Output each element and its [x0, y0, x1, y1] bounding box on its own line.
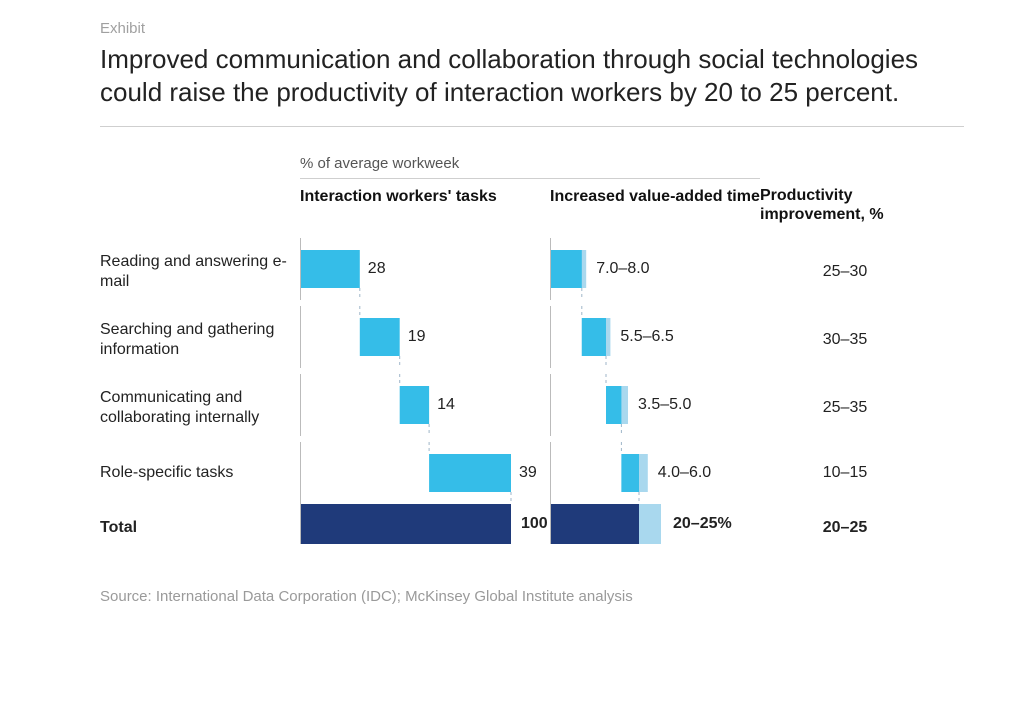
column-header-tasks: Interaction workers' tasks: [300, 178, 550, 238]
productivity-value: 25–35: [760, 374, 930, 442]
row-label-total: Total: [100, 504, 300, 552]
svg-text:20–25%: 20–25%: [673, 516, 732, 533]
productivity-total: 20–25: [760, 504, 930, 552]
svg-text:4.0–6.0: 4.0–6.0: [658, 465, 711, 482]
svg-text:100: 100: [521, 516, 548, 533]
value-bar-cell: 3.5–5.0: [550, 374, 760, 436]
source-note: Source: International Data Corporation (…: [100, 588, 964, 605]
svg-text:5.5–6.5: 5.5–6.5: [620, 329, 673, 346]
row-label: Role-specific tasks: [100, 442, 300, 504]
svg-text:28: 28: [368, 261, 386, 278]
tasks-bar-cell: 19: [300, 306, 550, 368]
productivity-value: 25–30: [760, 238, 930, 306]
tasks-bar-cell: 28: [300, 238, 550, 300]
row-label: Communicating and collaborating internal…: [100, 374, 300, 442]
svg-text:7.0–8.0: 7.0–8.0: [596, 261, 649, 278]
row-label: Searching and gathering information: [100, 306, 300, 374]
value-total-cell: 20–25%: [550, 504, 760, 544]
column-header-prod: Productivity improvement, %: [760, 178, 930, 238]
kicker: Exhibit: [100, 20, 964, 37]
tasks-total-cell: 100: [300, 504, 550, 544]
tasks-bar-cell: 14: [300, 374, 550, 436]
row-label: Reading and answering e-mail: [100, 238, 300, 306]
productivity-value: 30–35: [760, 306, 930, 374]
svg-text:19: 19: [408, 329, 426, 346]
value-bar-cell: 7.0–8.0: [550, 238, 760, 300]
value-bar-cell: 5.5–6.5: [550, 306, 760, 368]
tasks-bar-cell: 39: [300, 442, 550, 504]
svg-text:39: 39: [519, 465, 537, 482]
svg-text:3.5–5.0: 3.5–5.0: [638, 397, 691, 414]
headline: Improved communication and collaboration…: [100, 43, 960, 108]
divider-top: [100, 126, 964, 127]
value-bar-cell: 4.0–6.0: [550, 442, 760, 504]
exhibit-frame: Exhibit Improved communication and colla…: [0, 0, 1024, 605]
chart-grid: % of average workweek Interaction worker…: [100, 155, 964, 552]
productivity-value: 10–15: [760, 442, 930, 504]
subhead-tasks: % of average workweek: [300, 155, 550, 178]
svg-text:14: 14: [437, 397, 455, 414]
column-header-value: Increased value-added time: [550, 178, 760, 238]
